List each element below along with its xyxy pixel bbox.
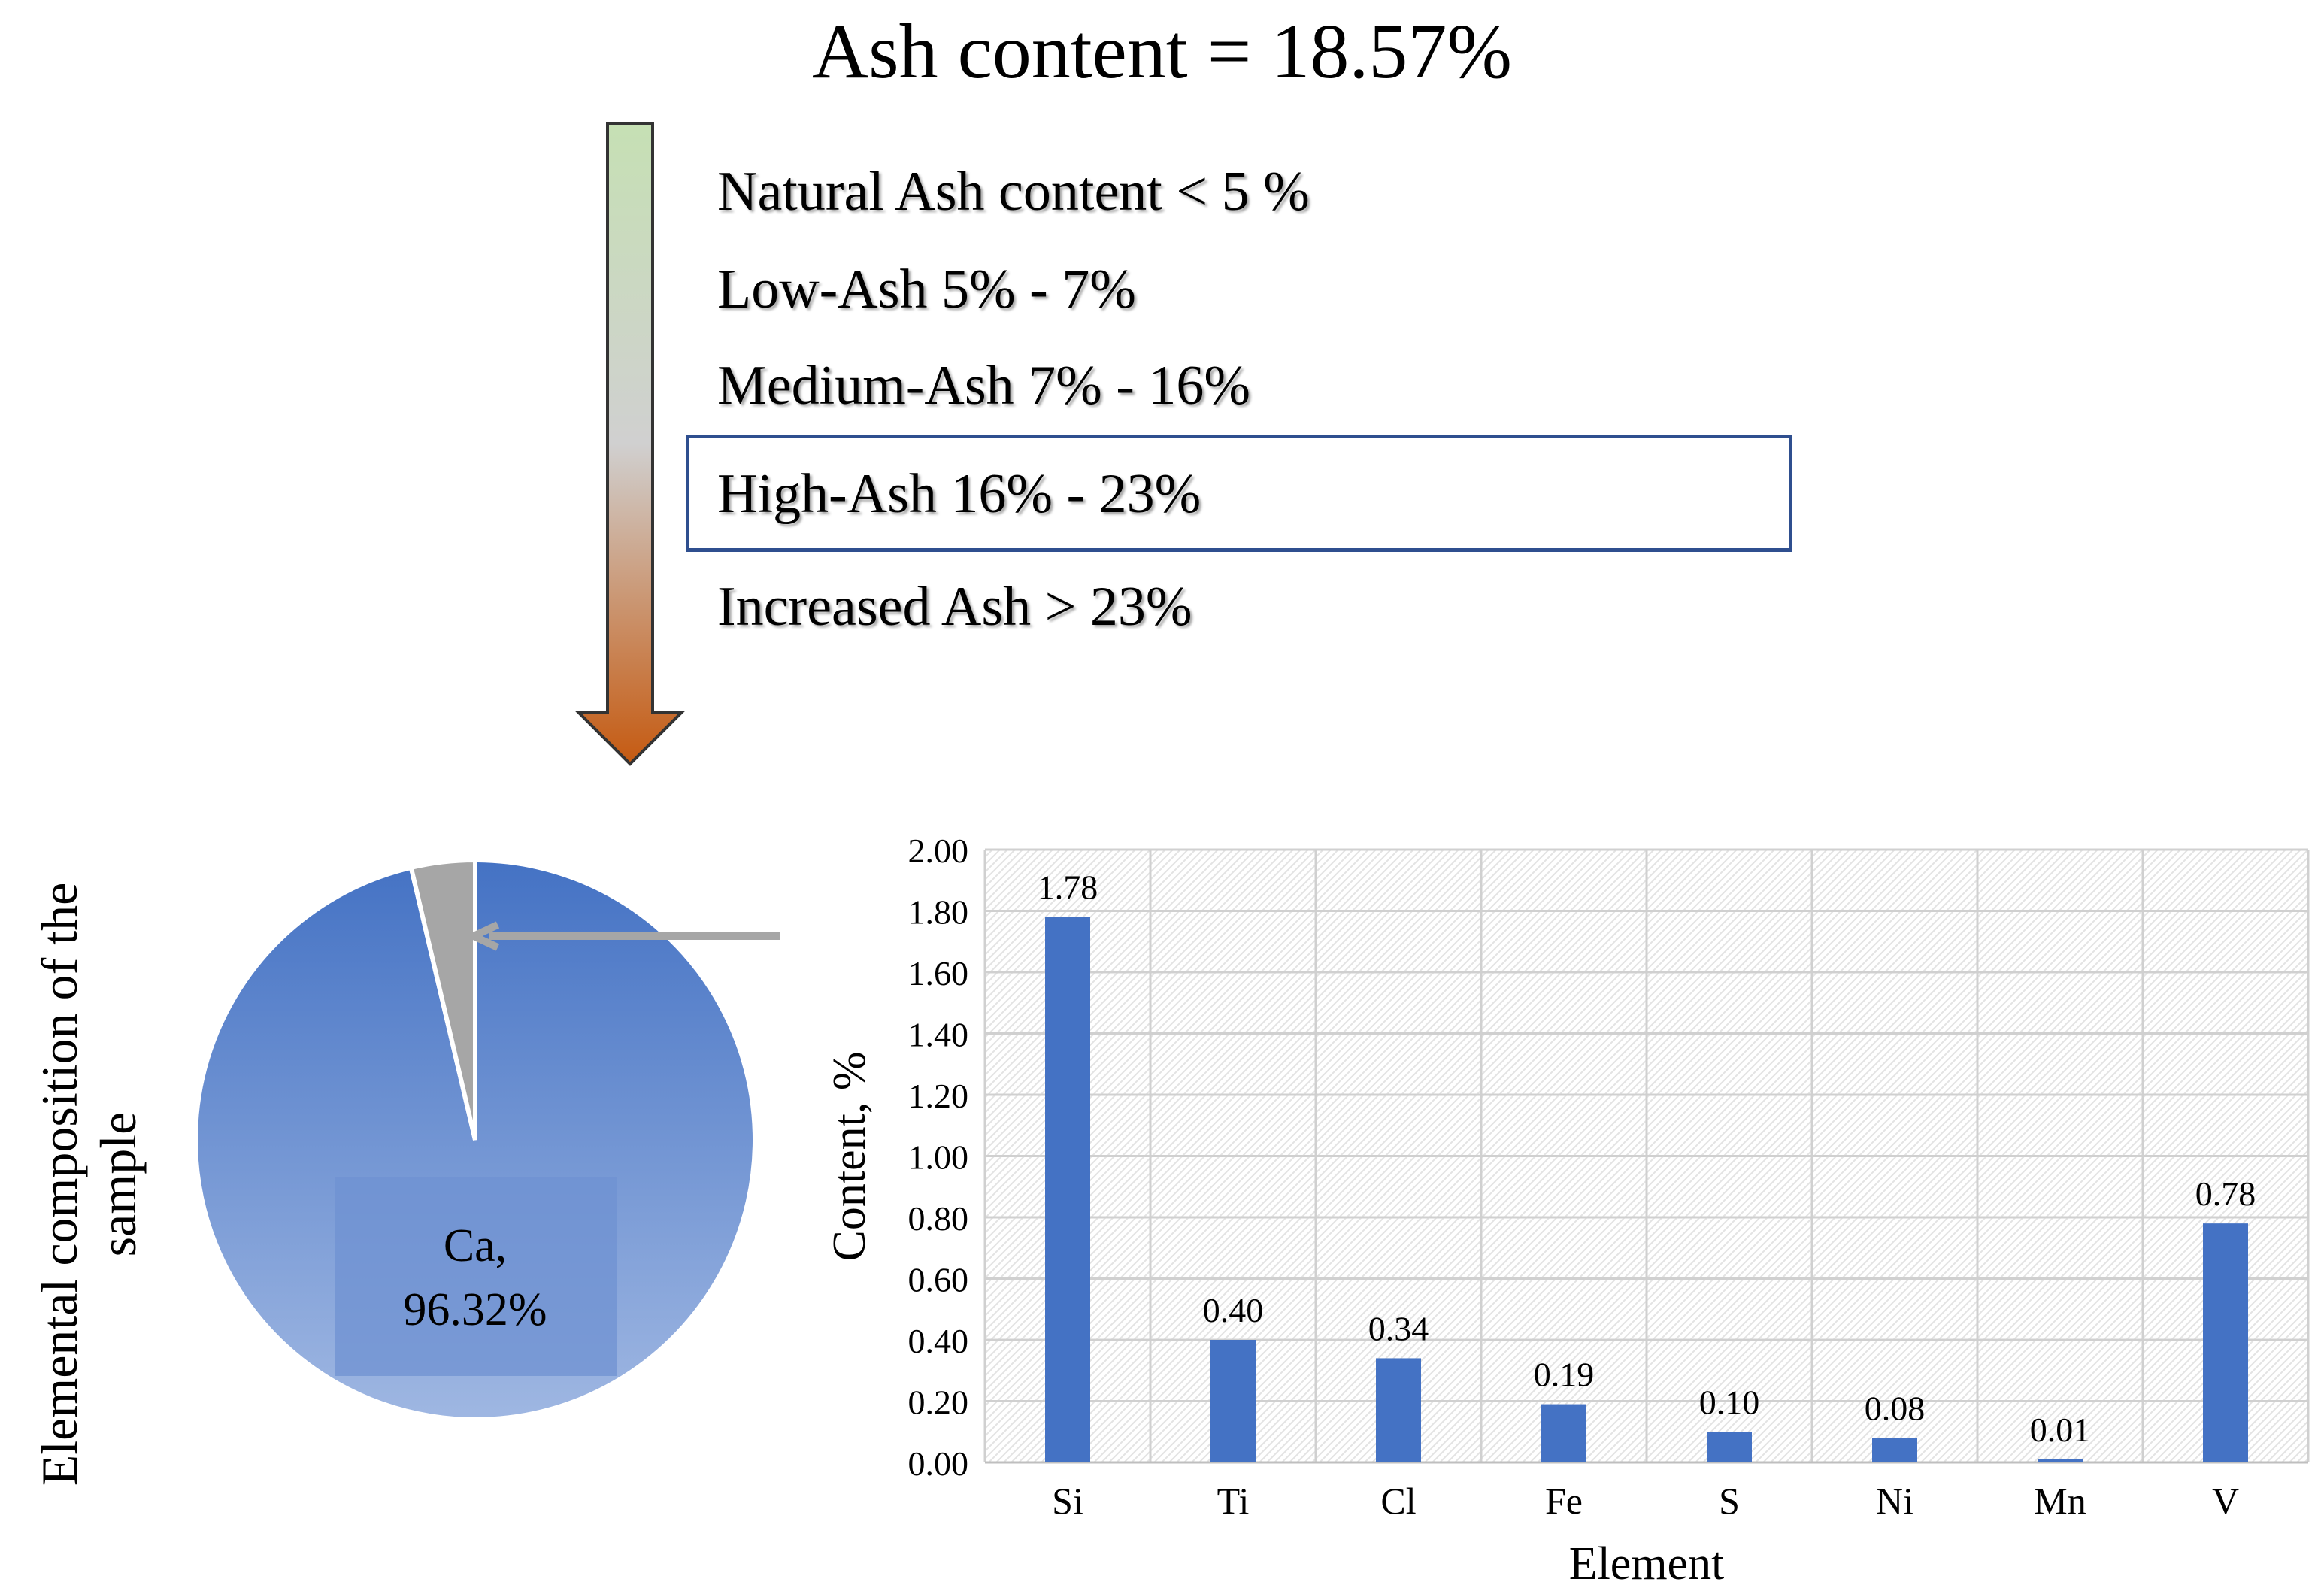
bar-value-label: 0.19 (1534, 1356, 1595, 1394)
x-tick-label: Si (1052, 1480, 1083, 1522)
x-tick-label: V (2212, 1480, 2239, 1522)
y-tick-label: 2.00 (908, 832, 969, 870)
x-tick-label: Ti (1217, 1480, 1250, 1522)
x-tick-label: S (1719, 1480, 1740, 1522)
y-tick-label: 1.80 (908, 893, 969, 932)
bar-s (1707, 1432, 1752, 1462)
highlight-box (686, 435, 1792, 552)
pointer-arrow-icon (466, 921, 780, 951)
category-high-ash: High-Ash 16% - 23% (717, 463, 1201, 525)
bar-si (1045, 917, 1090, 1462)
bar-value-label: 1.78 (1038, 868, 1098, 907)
x-axis-label: Element (1569, 1538, 1725, 1589)
y-tick-label: 1.00 (908, 1138, 969, 1177)
y-tick-label: 1.20 (908, 1077, 969, 1115)
category-low-ash: Low-Ash 5% - 7% (717, 259, 1136, 320)
y-tick-label: 0.20 (908, 1383, 969, 1422)
y-tick-label: 1.40 (908, 1016, 969, 1054)
pie-data-label-line-2: 96.32% (403, 1284, 547, 1335)
gradient-arrow-icon (575, 122, 685, 766)
pie-slice-other (408, 857, 477, 1141)
y-tick-label: 0.40 (908, 1322, 969, 1360)
y-tick-label: 1.60 (908, 954, 969, 992)
pie-caption-line-1: Elemental composition of the (31, 883, 88, 1486)
bar-value-label: 0.10 (1699, 1383, 1760, 1421)
y-tick-label: 0.60 (908, 1261, 969, 1299)
bar-value-label: 0.78 (2195, 1174, 2256, 1213)
page-title: Ash content = 18.57% (812, 8, 1512, 95)
bar-v (2203, 1223, 2248, 1462)
y-tick-label: 0.00 (908, 1444, 969, 1483)
category-increased-ash: Increased Ash > 23% (717, 576, 1192, 638)
bar-ni (1872, 1438, 1917, 1462)
bar-fe (1541, 1404, 1586, 1462)
pie-chart: Ca, 96.32% (193, 857, 757, 1422)
x-tick-label: Cl (1380, 1480, 1416, 1522)
x-tick-label: Ni (1876, 1480, 1913, 1522)
bar-value-label: 0.08 (1865, 1389, 1926, 1427)
bar-chart: 0.00 0.20 0.40 0.60 0.80 1.00 1.20 1.40 1.60 1.80… (824, 832, 2310, 1589)
bar-value-label: 0.01 (2030, 1411, 2091, 1449)
category-medium-ash: Medium-Ash 7% - 16% (717, 355, 1251, 417)
category-natural-ash: Natural Ash content < 5 % (717, 161, 1310, 223)
y-axis-label: Content, % (824, 1052, 875, 1262)
pie-data-label-line-1: Ca, (444, 1220, 507, 1271)
bar-value-label: 0.34 (1368, 1309, 1429, 1347)
bar-cl (1376, 1358, 1421, 1462)
y-tick-label: 0.80 (908, 1199, 969, 1238)
pie-label-box (335, 1177, 617, 1376)
pie-caption: Elemental composition of the sample (31, 883, 147, 1486)
bar-value-label: 0.40 (1203, 1291, 1264, 1329)
x-tick-label: Mn (2034, 1480, 2086, 1522)
bar-mn (2038, 1459, 2083, 1462)
x-tick-label: Fe (1545, 1480, 1583, 1522)
bar-ti (1210, 1340, 1256, 1462)
pie-caption-line-2: sample (89, 1112, 147, 1257)
